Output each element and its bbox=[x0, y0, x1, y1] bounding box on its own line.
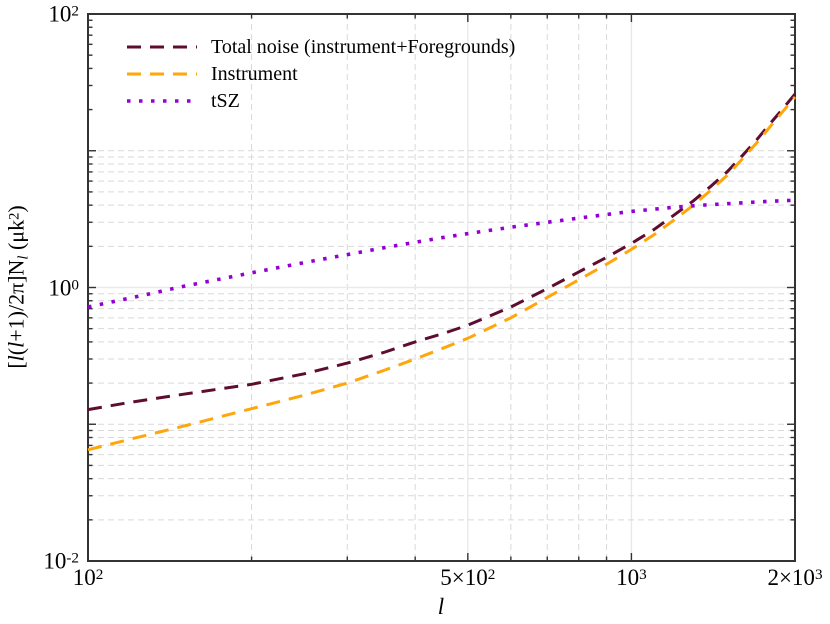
series-tsz bbox=[87, 198, 796, 309]
x-tick-label: 2×103 bbox=[767, 565, 823, 590]
legend-line-sample bbox=[127, 45, 197, 48]
legend-line-sample bbox=[127, 72, 197, 75]
legend-item-instrument: Instrument bbox=[127, 60, 515, 87]
y-tick-label: 10-2 bbox=[43, 548, 79, 574]
legend: Total noise (instrument+Foregrounds) Inst… bbox=[127, 33, 515, 114]
legend-item-tsz: tSZ bbox=[127, 87, 515, 114]
plot-frame bbox=[87, 13, 796, 562]
y-tick-label: 100 bbox=[48, 275, 79, 300]
legend-item-total-noise-instrument-f: Total noise (instrument+Foregrounds) bbox=[127, 33, 515, 60]
grid-lines bbox=[88, 14, 795, 561]
x-tick-label: 5×102 bbox=[440, 565, 496, 590]
series-total-noise-instrument-f bbox=[87, 93, 797, 412]
legend-label: Total noise (instrument+Foregrounds) bbox=[211, 35, 516, 58]
x-tick-label: 103 bbox=[616, 565, 647, 590]
legend-label: Instrument bbox=[211, 62, 298, 85]
legend-label: tSZ bbox=[211, 89, 240, 112]
x-axis-label: l bbox=[437, 594, 445, 619]
y-tick-label: 102 bbox=[48, 1, 79, 27]
x-tick-label: 102 bbox=[72, 565, 104, 590]
y-axis-label: [l(l+1)/2π]Nl (μk2) bbox=[3, 205, 32, 369]
series-instrument bbox=[87, 96, 797, 452]
legend-line-sample bbox=[127, 98, 197, 103]
